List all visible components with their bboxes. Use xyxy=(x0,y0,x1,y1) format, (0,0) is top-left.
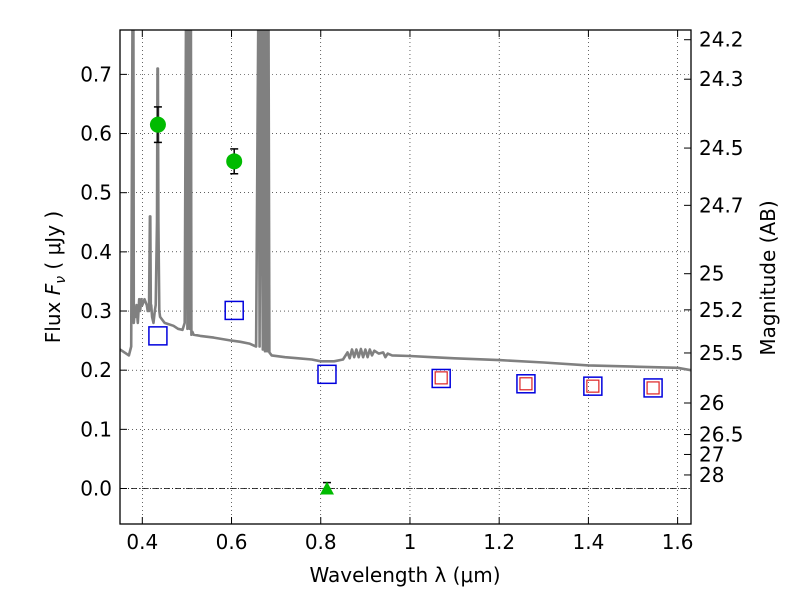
y2-tick-label: 25.5 xyxy=(699,341,744,365)
y-tick-label: 0.3 xyxy=(80,299,112,323)
model-square-red xyxy=(519,377,533,391)
plot-area xyxy=(120,30,691,524)
y2-axis-label: Magnitude (AB) xyxy=(756,200,780,355)
x-tick-label: 1.4 xyxy=(572,530,604,554)
model-square-red xyxy=(586,379,600,393)
y2-tick-label: 26.5 xyxy=(699,423,744,447)
y2-tick-label: 24.7 xyxy=(699,193,744,217)
x-tick-label: 1.6 xyxy=(662,530,694,554)
detection-point xyxy=(226,153,243,170)
y-tick-label: 0.6 xyxy=(80,122,112,146)
x-tick-label: 0.8 xyxy=(305,530,337,554)
y-tick-label: 0.0 xyxy=(80,477,112,501)
y-tick-label: 0.5 xyxy=(80,181,112,205)
y-axis-label: Flux Fν ( μJy ) xyxy=(41,211,69,343)
y2-tick-label: 24.2 xyxy=(699,28,744,52)
y2-tick-label: 27 xyxy=(699,442,724,466)
y-tick-label: 0.1 xyxy=(80,417,112,441)
tick-labels: 0.4 0.6 0.8 1 1.2 1.4 1.6 0.0 0.1 0.2 0.3 0.4 0.5 0.6… xyxy=(80,28,743,554)
plot-frame xyxy=(119,29,692,525)
x-tick-label: 0.4 xyxy=(126,530,158,554)
model-square-blue xyxy=(643,378,663,398)
x-tick-label: 1 xyxy=(404,530,417,554)
upper-limit-triangle xyxy=(319,481,334,495)
model-square-blue xyxy=(583,376,603,396)
model-square-blue xyxy=(148,326,168,346)
x-tick-label: 1.2 xyxy=(483,530,515,554)
model-square-red xyxy=(434,371,448,385)
y-tick-label: 0.4 xyxy=(80,240,112,264)
detection-point xyxy=(149,116,166,133)
model-square-blue xyxy=(317,364,337,385)
y2-tick-label: 24.3 xyxy=(699,67,744,91)
model-square-blue xyxy=(431,368,451,389)
model-square-blue xyxy=(224,300,244,321)
y-tick-label: 0.2 xyxy=(80,358,112,382)
y2-tick-label: 24.5 xyxy=(699,136,744,160)
y-tick-label: 0.7 xyxy=(80,62,112,86)
model-square-red xyxy=(646,381,660,395)
x-tick-label: 0.6 xyxy=(216,530,248,554)
y2-tick-label: 25.2 xyxy=(699,298,744,322)
y2-tick-label: 25 xyxy=(699,262,724,286)
model-square-blue xyxy=(516,374,536,394)
sed-spectrum-line xyxy=(120,30,691,372)
data-layer xyxy=(120,30,691,495)
y2-tick-label: 28 xyxy=(699,463,724,487)
y2-tick-label: 26 xyxy=(699,391,724,415)
axis-ticks xyxy=(120,30,691,524)
x-axis-label: Wavelength λ (μm) xyxy=(309,563,500,587)
